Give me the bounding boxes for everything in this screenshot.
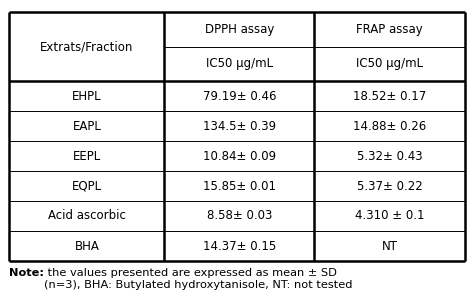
Text: EEPL: EEPL — [73, 149, 101, 163]
Text: FRAP assay: FRAP assay — [356, 23, 423, 36]
Text: IC50 μg/mL: IC50 μg/mL — [356, 57, 423, 70]
Text: 14.88± 0.26: 14.88± 0.26 — [353, 119, 426, 133]
Text: Acid ascorbic: Acid ascorbic — [48, 209, 126, 223]
Text: BHA: BHA — [74, 239, 99, 253]
Text: 10.84± 0.09: 10.84± 0.09 — [203, 149, 276, 163]
Text: 15.85± 0.01: 15.85± 0.01 — [203, 179, 276, 193]
Text: 5.32± 0.43: 5.32± 0.43 — [356, 149, 422, 163]
Text: IC50 μg/mL: IC50 μg/mL — [206, 57, 273, 70]
Text: DPPH assay: DPPH assay — [205, 23, 274, 36]
Text: EAPL: EAPL — [73, 119, 101, 133]
Text: 134.5± 0.39: 134.5± 0.39 — [203, 119, 276, 133]
Text: Extrats/Fraction: Extrats/Fraction — [40, 40, 134, 53]
Text: EHPL: EHPL — [72, 89, 101, 103]
Text: 4.310 ± 0.1: 4.310 ± 0.1 — [355, 209, 424, 223]
Text: 18.52± 0.17: 18.52± 0.17 — [353, 89, 426, 103]
Text: 79.19± 0.46: 79.19± 0.46 — [202, 89, 276, 103]
Text: NT: NT — [382, 239, 397, 253]
Text: 14.37± 0.15: 14.37± 0.15 — [203, 239, 276, 253]
Text: Note:: Note: — [9, 268, 45, 278]
Text: the values presented are expressed as mean ± SD
(n=3), BHA: Butylated hydroxytan: the values presented are expressed as me… — [44, 268, 353, 290]
Text: EQPL: EQPL — [72, 179, 102, 193]
Text: 8.58± 0.03: 8.58± 0.03 — [207, 209, 272, 223]
Text: 5.37± 0.22: 5.37± 0.22 — [356, 179, 422, 193]
